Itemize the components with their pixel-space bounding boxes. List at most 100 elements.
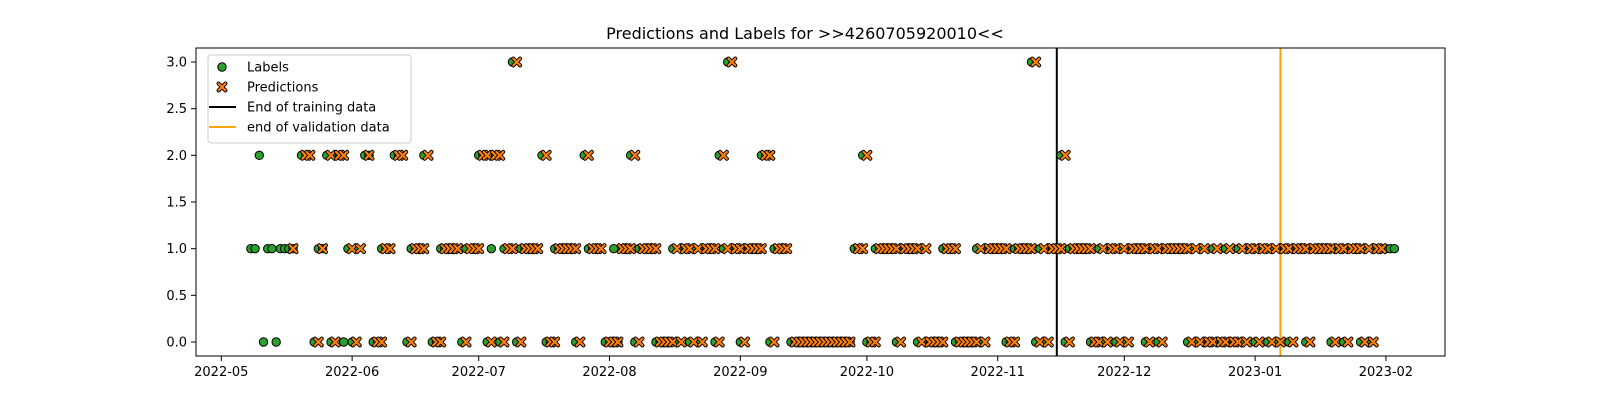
prediction-point xyxy=(1059,149,1071,161)
prediction-point xyxy=(312,336,324,348)
label-point xyxy=(1389,243,1400,254)
prediction-point xyxy=(1363,243,1375,255)
prediction-point xyxy=(696,336,708,348)
prediction-point xyxy=(912,243,923,255)
prediction-point xyxy=(1034,336,1046,348)
prediction-point xyxy=(1038,243,1050,255)
prediction-point xyxy=(1140,243,1151,255)
label-point xyxy=(271,337,281,347)
prediction-point xyxy=(1325,243,1337,255)
prediction-point xyxy=(1000,243,1012,255)
legend-marker xyxy=(216,81,228,93)
prediction-point xyxy=(473,243,485,255)
prediction-point xyxy=(764,149,776,161)
prediction-point xyxy=(1110,243,1122,255)
prediction-point xyxy=(435,336,447,348)
prediction-point xyxy=(1030,56,1042,68)
prediction-point xyxy=(1241,336,1253,348)
y-tick-label: 1.5 xyxy=(166,196,187,211)
prediction-point xyxy=(857,243,869,255)
prediction-point xyxy=(1249,243,1261,255)
prediction-point xyxy=(532,243,544,255)
prediction-point xyxy=(1042,336,1054,348)
label-point xyxy=(338,337,349,347)
x-tick-label: 2022-06 xyxy=(325,365,379,380)
prediction-point xyxy=(549,336,561,348)
prediction-point xyxy=(1190,243,1202,255)
prediction-point xyxy=(975,243,987,255)
prediction-point xyxy=(346,243,358,255)
prediction-point xyxy=(540,149,552,161)
prediction-point xyxy=(633,336,645,348)
prediction-point xyxy=(583,149,594,161)
prediction-point xyxy=(515,336,527,348)
y-tick-label: 2.5 xyxy=(166,102,187,117)
label-point xyxy=(258,337,269,347)
prediction-point xyxy=(869,336,881,348)
legend-label: end of validation data xyxy=(247,121,390,136)
prediction-point xyxy=(971,336,983,348)
prediction-point xyxy=(1156,336,1168,348)
prediction-point xyxy=(1224,243,1236,255)
prediction-point xyxy=(718,149,729,161)
label-point xyxy=(609,243,619,254)
prediction-point xyxy=(1186,336,1198,348)
prediction-point xyxy=(418,243,430,255)
prediction-point xyxy=(861,149,873,161)
prediction-point xyxy=(1266,336,1278,348)
legend-label: End of training data xyxy=(247,101,376,116)
prediction-point xyxy=(1287,336,1299,348)
x-tick-label: 2022-11 xyxy=(971,365,1025,380)
prediction-point xyxy=(363,149,375,161)
prediction-point xyxy=(1211,243,1223,255)
prediction-point xyxy=(692,243,704,255)
plot-area xyxy=(246,48,1400,356)
prediction-point xyxy=(1123,336,1134,348)
label-point xyxy=(250,243,260,254)
prediction-point xyxy=(709,243,721,255)
prediction-point xyxy=(895,336,907,348)
prediction-point xyxy=(317,243,328,255)
prediction-point xyxy=(1275,336,1286,348)
x-tick-label: 2022-10 xyxy=(840,365,894,380)
prediction-point xyxy=(1338,243,1350,255)
prediction-point xyxy=(1253,336,1265,348)
prediction-point xyxy=(1300,243,1312,255)
legend-predictions: Predictions xyxy=(216,81,319,96)
prediction-point xyxy=(768,336,780,348)
prediction-point xyxy=(405,336,417,348)
prediction-point xyxy=(595,243,607,255)
prediction-point xyxy=(494,149,506,161)
x-tick-label: 2023-01 xyxy=(1228,365,1282,380)
prediction-point xyxy=(1270,243,1282,255)
prediction-point xyxy=(1152,243,1164,255)
prediction-point xyxy=(570,243,582,255)
prediction-point xyxy=(511,56,523,68)
prediction-point xyxy=(329,336,341,348)
prediction-point xyxy=(1355,243,1367,255)
prediction-point xyxy=(756,243,767,255)
prediction-point xyxy=(384,243,396,255)
prediction-point xyxy=(612,336,624,348)
label-point xyxy=(254,150,264,161)
y-tick-label: 1.0 xyxy=(166,242,187,257)
legend-label: Predictions xyxy=(247,81,319,96)
prediction-point xyxy=(1376,243,1388,255)
x-tick-label: 2022-08 xyxy=(582,365,636,380)
y-tick-label: 3.0 xyxy=(166,56,187,71)
prediction-point xyxy=(481,149,493,161)
prediction-point xyxy=(304,149,316,161)
prediction-point xyxy=(1237,243,1248,255)
label-point xyxy=(486,243,497,254)
prediction-point xyxy=(1064,336,1075,348)
prediction-point xyxy=(734,243,746,255)
prediction-point xyxy=(1232,336,1244,348)
prediction-point xyxy=(498,336,510,348)
prediction-point xyxy=(1102,336,1113,348)
prediction-point xyxy=(950,243,961,255)
prediction-point xyxy=(1367,336,1379,348)
prediction-point xyxy=(397,149,409,161)
prediction-point xyxy=(1342,336,1354,348)
prediction-point xyxy=(629,149,641,161)
